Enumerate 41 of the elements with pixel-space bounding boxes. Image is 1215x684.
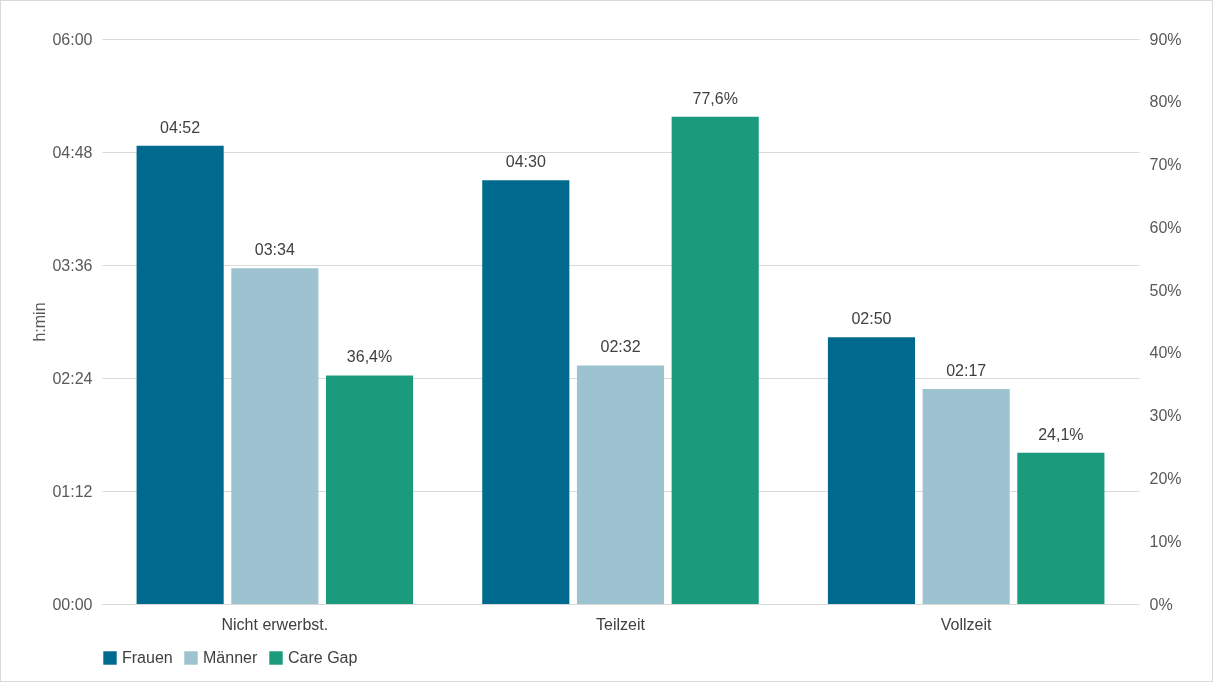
- bar: [136, 145, 224, 604]
- y2-tick-label: 40%: [1149, 344, 1182, 362]
- x-tick-label: Teilzeit: [596, 615, 646, 633]
- y-axis-title: h:min: [31, 302, 49, 342]
- bar: [922, 388, 1010, 604]
- y2-tick-label: 10%: [1149, 532, 1182, 550]
- y2-tick-label: 20%: [1149, 469, 1182, 487]
- data-label: 03:34: [254, 241, 295, 259]
- x-tick-label: Nicht erwerbst.: [221, 615, 329, 633]
- y2-tick-label: 50%: [1149, 281, 1182, 299]
- y-tick-label: 04:48: [52, 143, 93, 161]
- bar: [576, 365, 665, 604]
- bar: [325, 375, 414, 604]
- bar: [231, 268, 319, 604]
- data-label: 36,4%: [346, 348, 393, 366]
- y2-tick-label: 0%: [1149, 595, 1173, 613]
- data-label: 24,1%: [1038, 425, 1084, 443]
- data-label: 04:52: [160, 118, 201, 136]
- data-label: 77,6%: [692, 89, 738, 107]
- data-label: 04:30: [505, 153, 546, 171]
- data-label: 02:32: [600, 338, 641, 356]
- bar: [482, 180, 570, 604]
- legend-label: Care Gap: [288, 649, 358, 666]
- legend-label: Männer: [203, 649, 258, 666]
- bar: [827, 337, 916, 604]
- y2-tick-label: 70%: [1149, 156, 1182, 174]
- y2-tick-label: 30%: [1149, 407, 1182, 425]
- y-tick-label: 06:00: [52, 30, 93, 48]
- y-tick-label: 02:24: [52, 369, 93, 387]
- x-tick-label: Vollzeit: [940, 615, 993, 633]
- y2-tick-label: 80%: [1149, 93, 1182, 111]
- data-label: 02:17: [946, 361, 987, 379]
- legend-label: Frauen: [122, 649, 173, 666]
- y2-tick-label: 60%: [1149, 218, 1182, 236]
- y-tick-label: 03:36: [52, 256, 93, 274]
- y-tick-label: 01:12: [52, 482, 93, 500]
- bar: [671, 116, 759, 604]
- data-label: 02:50: [851, 310, 892, 328]
- y-tick-label: 00:00: [52, 595, 93, 613]
- y2-tick-label: 90%: [1149, 30, 1182, 48]
- bar: [1017, 452, 1105, 604]
